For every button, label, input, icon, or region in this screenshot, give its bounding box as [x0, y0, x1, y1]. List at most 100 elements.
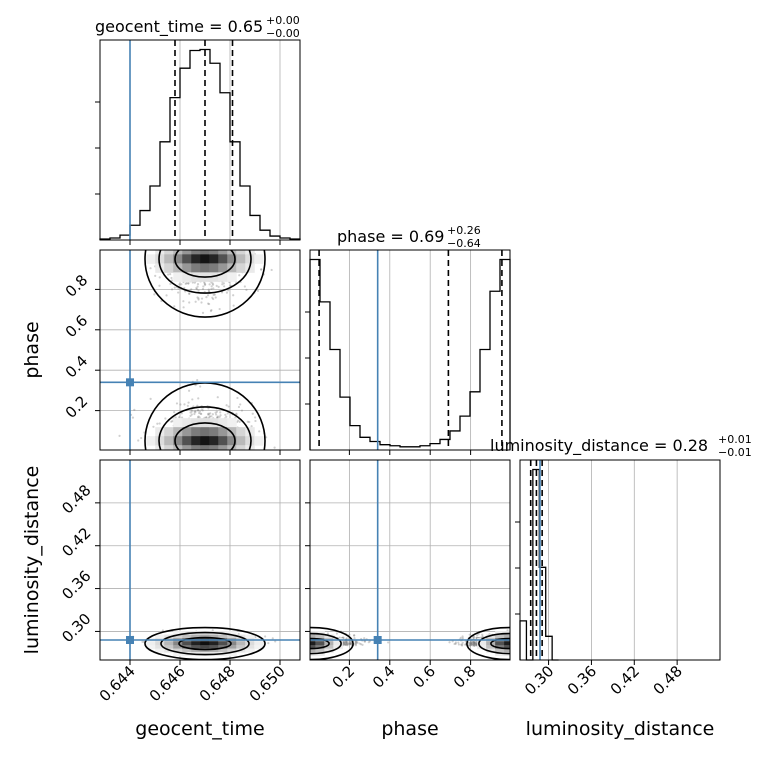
sample-point: [219, 411, 222, 414]
contour-level: [144, 250, 266, 318]
density-cell: [513, 652, 523, 656]
density-cell: [297, 649, 307, 653]
density-cell: [279, 642, 289, 646]
sample-point: [345, 637, 348, 640]
sample-point: [256, 289, 260, 292]
density-cell: [315, 645, 325, 650]
sample-point: [211, 413, 214, 416]
density-cell: [182, 254, 192, 264]
density-cell: [191, 254, 201, 264]
density-cell: [324, 634, 334, 639]
sample-point: [182, 300, 185, 303]
density-cell: [155, 634, 165, 639]
sample-point: [342, 636, 345, 639]
sample-point: [190, 413, 193, 416]
panel-phase-vs-geocent_time: [99, 249, 301, 451]
density-cell: [279, 645, 289, 649]
sample-point: [350, 641, 353, 644]
sample-point: [201, 409, 204, 412]
density-cell: [218, 263, 228, 273]
density-cell: [173, 645, 183, 650]
density-cell: [146, 645, 156, 650]
density-cell: [209, 236, 219, 246]
sample-point: [246, 420, 249, 423]
sample-point: [171, 420, 174, 423]
sample-point: [133, 408, 136, 411]
density-cell: [288, 649, 298, 653]
sample-point: [210, 309, 213, 312]
sample-point: [198, 416, 201, 419]
yticklabel-phase-1: 0.4: [62, 352, 92, 382]
density-cell: [513, 631, 523, 635]
sample-point: [474, 641, 477, 645]
xticklabel-geocent_time-0: 0.644: [96, 662, 139, 705]
sample-point: [224, 413, 227, 416]
sample-point: [200, 297, 204, 300]
sample-point: [219, 414, 222, 417]
sample-point: [158, 284, 161, 287]
sample-point: [212, 293, 215, 296]
xlabel-luminosity-distance: luminosity_distance: [526, 718, 715, 740]
sample-point: [344, 640, 347, 643]
sample-point: [343, 643, 346, 646]
sample-point: [211, 282, 214, 285]
density-cell: [315, 641, 325, 646]
sample-point: [344, 643, 347, 646]
sample-point: [190, 409, 193, 412]
sample-point: [190, 410, 193, 413]
density-cell: [310, 634, 316, 639]
panel-phase: [309, 249, 511, 451]
sample-point: [212, 297, 215, 301]
density-cell: [486, 648, 496, 653]
sample-point: [218, 307, 221, 311]
density-cell: [164, 445, 174, 450]
sample-point: [189, 414, 192, 417]
title-phase: phase = 0.69: [337, 227, 444, 246]
yticklabel-phase-0: 0.2: [62, 392, 92, 422]
sample-point: [189, 411, 192, 414]
sample-point: [349, 642, 353, 646]
density-cell: [200, 254, 210, 264]
sample-point: [218, 415, 221, 418]
sample-point: [335, 632, 339, 635]
density-cell: [315, 648, 325, 653]
density-cell: [173, 236, 183, 246]
sample-point: [195, 286, 198, 290]
density-cell: [182, 445, 192, 450]
density-cell: [495, 631, 505, 636]
density-cell: [324, 648, 334, 653]
density-cell: [200, 648, 210, 653]
sample-point: [248, 420, 251, 424]
sample-point: [470, 641, 473, 644]
density-cell: [200, 427, 210, 437]
sample-point: [472, 644, 476, 647]
sample-point: [260, 268, 263, 271]
sample-point: [170, 420, 173, 423]
sample-point: [185, 282, 188, 285]
sample-point: [216, 396, 219, 399]
density-cell: [495, 645, 505, 650]
sample-point: [156, 422, 159, 425]
density-cell: [218, 418, 228, 428]
sample-point: [210, 285, 213, 288]
density-cell: [200, 645, 210, 650]
sample-point: [240, 409, 244, 412]
contour-level: [178, 636, 232, 651]
sample-point: [353, 637, 356, 640]
density-cell: [218, 454, 228, 464]
sample-point: [177, 291, 180, 294]
density-cell: [504, 634, 510, 639]
sample-point: [199, 412, 202, 415]
sample-point: [481, 635, 484, 638]
density-cell: [227, 418, 237, 428]
xticklabel-geocent_time-1: 0.646: [146, 662, 189, 705]
sample-point: [158, 276, 161, 279]
xticklabel-phase-1: 0.4: [369, 662, 399, 692]
sample-point: [178, 416, 181, 419]
sample-point: [346, 640, 349, 643]
density-cell: [513, 638, 523, 642]
density-cell: [182, 634, 192, 639]
sample-point: [473, 641, 476, 645]
sample-point: [238, 274, 241, 277]
sample-point: [180, 412, 183, 415]
